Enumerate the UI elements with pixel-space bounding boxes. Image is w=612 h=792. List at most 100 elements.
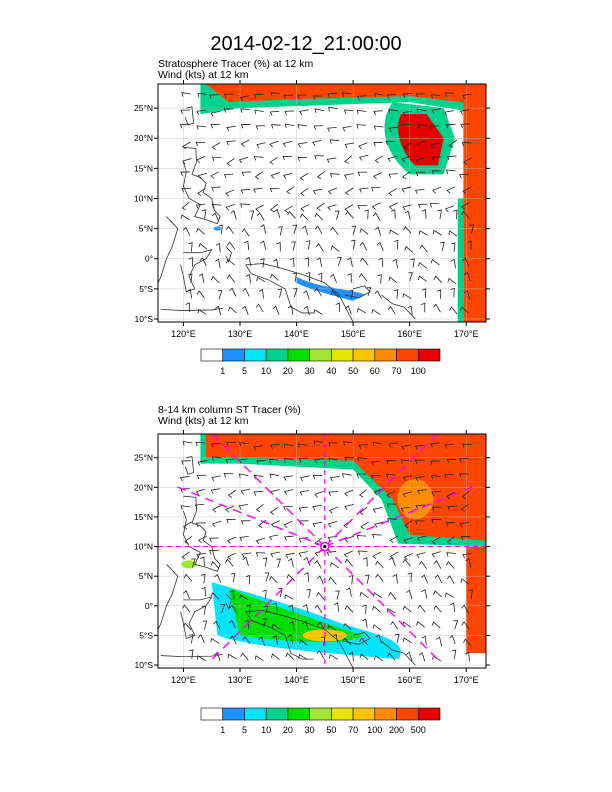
- wind-barb: [461, 141, 472, 147]
- wind-barb: [446, 459, 457, 464]
- wind-barb: [249, 210, 255, 220]
- tracer-east-strip: [466, 546, 486, 654]
- wind-barb: [271, 623, 281, 630]
- marker-ray: [324, 485, 474, 548]
- wind-barb: [401, 444, 411, 451]
- wind-barb: [393, 289, 399, 299]
- colorbar-swatch: [374, 707, 397, 721]
- wind-barb: [269, 507, 279, 515]
- wind-barb: [277, 288, 283, 298]
- wind-barb: [343, 550, 353, 558]
- wind-barb: [223, 473, 234, 478]
- wind-barb: [417, 140, 427, 147]
- colorbar-swatch: [352, 348, 376, 362]
- wind-barb: [289, 257, 295, 268]
- wind-barb: [256, 460, 266, 465]
- wind-barb: [357, 95, 367, 101]
- wind-barb: [238, 458, 249, 464]
- wind-barb: [326, 551, 337, 556]
- wind-barb: [292, 224, 298, 234]
- coastline: [225, 246, 232, 263]
- wind-barb: [269, 110, 280, 116]
- wind-barb: [223, 173, 234, 179]
- wind-barb: [344, 605, 354, 613]
- wind-barb: [415, 504, 426, 510]
- wind-barb: [460, 123, 470, 129]
- wind-barb: [388, 126, 399, 132]
- wind-barb: [374, 290, 382, 299]
- wind-barb: [194, 503, 205, 509]
- wind-barb: [357, 171, 368, 177]
- wind-barb: [345, 305, 352, 315]
- wind-barb: [421, 574, 429, 584]
- wind-barb: [181, 202, 190, 211]
- colorbar-label: 70: [348, 725, 358, 735]
- wind-barb: [209, 537, 219, 543]
- wind-barb: [461, 202, 470, 210]
- wind-barb: [343, 109, 354, 114]
- wind-barb: [431, 108, 441, 114]
- wind-barb: [197, 535, 207, 544]
- lon-tick-label: 130°E: [228, 675, 253, 685]
- wind-barb: [372, 624, 382, 631]
- wind-barb: [337, 256, 342, 266]
- colorbar-swatch: [396, 707, 419, 721]
- wind-barb: [183, 573, 193, 582]
- wind-barb: [305, 240, 311, 250]
- wind-barb: [407, 572, 413, 583]
- wind-barb: [326, 157, 337, 163]
- wind-barb: [283, 94, 294, 100]
- wind-barb: [210, 561, 220, 569]
- wind-barb: [260, 224, 267, 234]
- wind-barb: [400, 506, 411, 513]
- wind-barb: [276, 241, 281, 252]
- wind-barb: [388, 173, 399, 179]
- wind-barb: [388, 556, 396, 566]
- lat-tick-label: 10°S: [134, 660, 153, 670]
- wind-barb: [359, 637, 368, 646]
- wind-barb: [430, 442, 440, 448]
- wind-barb: [446, 561, 455, 569]
- wind-barb: [344, 142, 355, 149]
- wind-barb: [256, 142, 266, 149]
- wind-barb: [371, 202, 381, 210]
- wind-barb: [431, 170, 442, 175]
- wind-barb: [255, 125, 266, 130]
- wind-barb: [402, 605, 412, 613]
- wind-barb: [414, 520, 425, 525]
- wind-barb: [431, 621, 441, 629]
- lat-tick-label: 25°N: [134, 453, 153, 463]
- wind-barb: [404, 520, 413, 529]
- wind-barb: [330, 562, 340, 569]
- wind-barb: [430, 142, 441, 149]
- wind-barb: [301, 225, 308, 235]
- wind-barb: [373, 125, 384, 130]
- wind-barb: [272, 602, 278, 612]
- wind-barb: [303, 305, 310, 316]
- wind-barb: [445, 522, 456, 527]
- wind-barb: [241, 305, 249, 315]
- wind-barb: [272, 305, 280, 315]
- wind-barb: [444, 205, 455, 213]
- wind-barb: [201, 605, 207, 615]
- wind-barb: [451, 242, 456, 252]
- wind-barb: [365, 574, 370, 584]
- lat-tick-label: 10°N: [134, 542, 153, 552]
- wind-barb: [284, 123, 295, 129]
- wind-barb: [359, 591, 369, 598]
- wind-barb: [402, 637, 412, 644]
- wind-barb: [179, 476, 190, 482]
- coastline: [158, 564, 179, 630]
- wind-barb: [225, 189, 235, 197]
- wind-barb: [418, 652, 426, 662]
- coastline: [180, 596, 213, 639]
- wind-barb: [416, 620, 425, 628]
- wind-barb: [460, 535, 471, 541]
- wind-barb: [270, 92, 281, 97]
- wind-barb: [262, 618, 267, 628]
- wind-barb: [182, 226, 191, 236]
- wind-barb: [217, 290, 223, 300]
- wind-barb: [196, 125, 207, 130]
- wind-barb: [180, 505, 191, 510]
- wind-barb: [208, 94, 219, 99]
